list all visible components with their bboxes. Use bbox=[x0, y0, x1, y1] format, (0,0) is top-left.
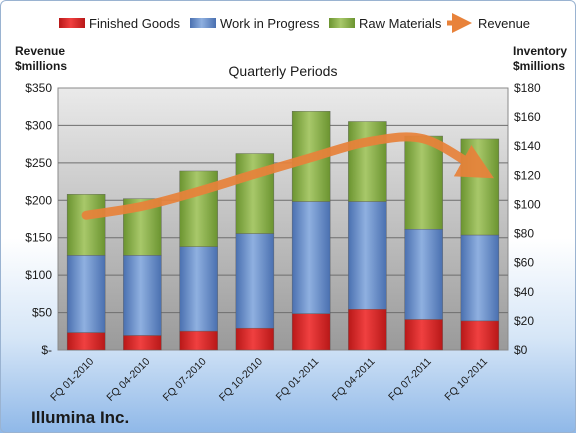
left-axis-title-line1: Revenue bbox=[15, 44, 65, 58]
revenue-line bbox=[81, 132, 495, 220]
right-tick-label: $0 bbox=[514, 343, 528, 357]
bar-work-in-progress bbox=[66, 255, 106, 333]
x-tick-label: FQ 10-2010 bbox=[217, 356, 265, 404]
right-axis-title-line2: $millions bbox=[513, 59, 565, 73]
bar-raw-materials bbox=[348, 121, 387, 202]
bar-finished-goods bbox=[179, 330, 218, 351]
bar-raw-materials bbox=[460, 138, 500, 236]
bar-finished-goods bbox=[291, 313, 331, 351]
bar-work-in-progress bbox=[460, 234, 500, 322]
left-axis-title-line2: $millions bbox=[15, 59, 67, 73]
right-tick-label: $80 bbox=[514, 227, 534, 241]
legend-item-work-in-progress: Work in Progress bbox=[190, 16, 320, 31]
left-tick-label: $50 bbox=[32, 306, 52, 320]
bar-raw-materials bbox=[179, 170, 218, 247]
bar-finished-goods bbox=[66, 332, 106, 351]
left-tick-label: $- bbox=[41, 343, 52, 357]
right-tick-label: $160 bbox=[514, 110, 541, 124]
legend-label-revenue: Revenue bbox=[478, 16, 530, 31]
legend-swatch-work-in-progress bbox=[190, 18, 216, 28]
x-tick-label: FQ 04-2010 bbox=[104, 356, 152, 404]
bar-raw-materials bbox=[66, 194, 106, 256]
bar-work-in-progress bbox=[348, 201, 387, 310]
right-tick-label: $100 bbox=[514, 197, 541, 211]
bars bbox=[66, 111, 500, 351]
x-tick-label: FQ 01-2011 bbox=[274, 356, 322, 404]
legend-swatch-finished-goods bbox=[59, 18, 85, 28]
right-axis-title-line1: Inventory bbox=[513, 44, 567, 58]
bar-work-in-progress bbox=[123, 255, 162, 336]
legend-swatch-raw-materials bbox=[329, 18, 355, 28]
right-tick-label: $120 bbox=[514, 168, 541, 182]
x-tick-label: FQ 10-2011 bbox=[442, 356, 490, 404]
legend: Finished Goods Work in Progress Raw Mate… bbox=[59, 13, 530, 33]
bar-work-in-progress bbox=[291, 201, 331, 314]
right-axis-ticks: $0 $20 $40 $60 $80 $100 $120 $140 $160 $180 bbox=[514, 81, 541, 357]
left-tick-label: $350 bbox=[25, 81, 52, 95]
right-tick-label: $140 bbox=[514, 139, 541, 153]
chart-title: Quarterly Periods bbox=[229, 63, 338, 79]
x-axis-ticks: FQ 01-2010 FQ 04-2010 FQ 07-2010 FQ 10-2010… bbox=[48, 356, 490, 404]
bar-finished-goods bbox=[348, 309, 387, 351]
bar-work-in-progress bbox=[404, 228, 443, 320]
legend-item-finished-goods: Finished Goods bbox=[59, 16, 181, 31]
right-tick-label: $40 bbox=[514, 285, 534, 299]
legend-item-raw-materials: Raw Materials bbox=[329, 16, 442, 31]
company-name: Illumina Inc. bbox=[31, 408, 129, 427]
legend-label-raw-materials: Raw Materials bbox=[359, 16, 442, 31]
left-tick-label: $300 bbox=[25, 118, 52, 132]
left-tick-label: $150 bbox=[25, 231, 52, 245]
legend-label-finished-goods: Finished Goods bbox=[89, 16, 181, 31]
x-tick-label: FQ 07-2010 bbox=[161, 356, 209, 404]
right-tick-label: $180 bbox=[514, 81, 541, 95]
right-tick-label: $20 bbox=[514, 314, 534, 328]
bar-finished-goods bbox=[235, 327, 275, 351]
x-tick-label: FQ 07-2011 bbox=[386, 356, 434, 404]
left-tick-label: $200 bbox=[25, 193, 52, 207]
right-tick-label: $60 bbox=[514, 256, 534, 270]
bar-finished-goods bbox=[460, 320, 500, 351]
bar-raw-materials bbox=[404, 135, 443, 230]
x-tick-label: FQ 04-2011 bbox=[330, 356, 378, 404]
left-tick-label: $100 bbox=[25, 268, 52, 282]
x-tick-label: FQ 01-2010 bbox=[48, 356, 96, 404]
bar-work-in-progress bbox=[235, 233, 275, 329]
bar-finished-goods bbox=[404, 319, 443, 351]
left-axis-ticks: $- $50 $100 $150 $200 $250 $300 $350 bbox=[25, 81, 52, 357]
bar-work-in-progress bbox=[179, 246, 218, 332]
left-tick-label: $250 bbox=[25, 156, 52, 170]
legend-item-revenue: Revenue bbox=[447, 13, 530, 33]
bar-finished-goods bbox=[123, 335, 162, 351]
revenue-series-line bbox=[81, 132, 495, 220]
legend-label-work-in-progress: Work in Progress bbox=[220, 16, 320, 31]
